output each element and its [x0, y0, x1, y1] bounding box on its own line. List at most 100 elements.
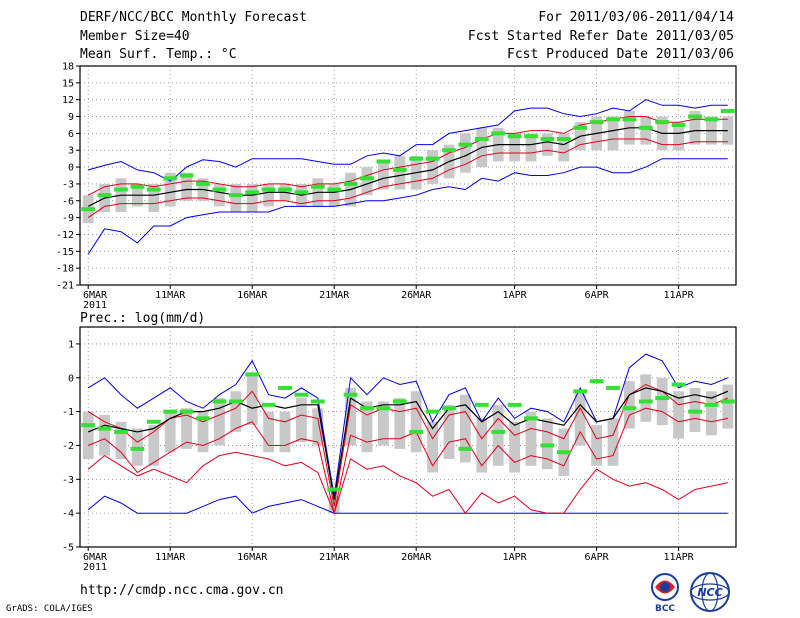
temperature-spread-bar: [213, 183, 225, 207]
precipitation-ytick-label: -1: [62, 407, 74, 418]
precipitation-median-marker: [327, 487, 342, 492]
precipitation-spread-bar: [263, 411, 275, 453]
precipitation-spread-bar: [476, 418, 488, 473]
temperature-median-marker: [97, 193, 112, 198]
temperature-line-min: [87, 158, 728, 255]
precipitation-median-marker: [228, 399, 243, 404]
precipitation-median-marker: [310, 399, 325, 404]
ncc-logo-orbit: [690, 583, 730, 601]
ncc-logo-meridian: [701, 572, 719, 612]
precipitation-median-marker: [392, 399, 407, 404]
temperature-median-marker: [376, 159, 391, 164]
precipitation-xtick-label: 6MAR: [83, 552, 108, 563]
precipitation-line-max: [87, 353, 728, 497]
precipitation-spread-bar: [492, 404, 504, 466]
precipitation-spread-bar: [394, 398, 406, 449]
temperature-xtick-label: 16MAR: [237, 290, 268, 301]
temperature-line-mean_minus_sd: [87, 138, 728, 219]
precipitation-ytick-label: -5: [62, 543, 74, 554]
forecast-period: For 2011/03/06-2011/04/14: [538, 10, 734, 25]
precipitation-spread-bar: [148, 425, 160, 466]
temperature-median-marker: [114, 187, 128, 192]
start-date: Fcst Started Refer Date 2011/03/05: [467, 29, 734, 44]
precipitation-spread-bar: [509, 421, 521, 473]
temperature-median-marker: [212, 187, 227, 192]
precipitation-spread-bar: [164, 411, 176, 453]
precipitation-spread-bar: [525, 411, 537, 466]
temperature-median-marker: [310, 184, 325, 189]
temperature-median-marker: [442, 148, 456, 153]
precipitation-spread-bar: [345, 387, 357, 446]
temperature-line-mean_plus_sd: [87, 116, 728, 196]
temperature-spread-bar: [558, 133, 570, 162]
temperature-median-marker: [130, 184, 145, 189]
temperature-median-marker: [409, 156, 424, 161]
precipitation-xtick-label: 11APR: [664, 552, 695, 563]
temperature-spread-bar: [230, 183, 242, 212]
precipitation-median-marker: [507, 402, 522, 407]
temperature-xtick-label: 2011: [83, 300, 107, 311]
precipitation-spread-bar: [181, 408, 193, 449]
temperature-median-marker: [458, 142, 473, 147]
temperature-xtick-label: 6APR: [585, 290, 610, 301]
precipitation-median-marker: [688, 409, 702, 414]
temperature-xtick-label: 11APR: [664, 290, 695, 301]
precipitation-spread-bar: [640, 374, 652, 422]
temperature-median-marker: [655, 120, 670, 125]
temperature-spread-bar: [509, 133, 521, 162]
ncc-logo: NCC: [690, 572, 730, 612]
temperature-ytick-label: -6: [62, 196, 74, 207]
temperature-spread-bar: [148, 183, 160, 212]
precipitation-median-marker: [261, 402, 276, 407]
temperature-median-marker: [245, 190, 260, 195]
temperature-spread-bar: [164, 172, 176, 207]
precipitation-spread-bar: [82, 411, 94, 459]
precipitation-spread-bar: [673, 391, 685, 439]
precipitation-spread-bar: [213, 398, 225, 446]
temperature-median-marker: [327, 187, 342, 192]
precipitation-spread-bar: [705, 391, 717, 436]
source-url[interactable]: http://cmdp.ncc.cma.gov.cn: [80, 583, 284, 598]
precipitation-median-marker: [638, 399, 653, 404]
temperature-spread-bar: [361, 167, 373, 196]
precipitation-median-marker: [655, 396, 670, 401]
temperature-median-marker: [720, 108, 735, 113]
precipitation-spread-bar: [443, 404, 455, 459]
precipitation-median-marker: [573, 389, 588, 394]
precipitation-spread-bar: [99, 415, 111, 456]
temperature-ytick-label: 12: [62, 95, 74, 106]
temperature-ytick-label: 3: [68, 146, 74, 157]
temperature-median-marker: [704, 117, 719, 122]
precipitation-spread-bar: [115, 421, 127, 459]
precipitation-median-marker: [409, 429, 424, 434]
precipitation-spread-bar: [377, 401, 389, 446]
temperature-spread-bar: [181, 172, 193, 201]
temperature-ytick-label: -18: [56, 264, 74, 275]
temperature-spread-bar: [525, 133, 537, 162]
temperature-spread-bar: [673, 122, 685, 151]
temperature-median-marker: [671, 122, 686, 127]
precipitation-median-marker: [474, 402, 489, 407]
precipitation-median-marker: [245, 372, 260, 377]
temperature-xtick-label: 21MAR: [319, 290, 350, 301]
precipitation-median-marker: [704, 402, 719, 407]
precipitation-xtick-label: 26MAR: [401, 552, 432, 563]
precipitation-spread-bar: [410, 391, 422, 453]
precipitation-median-marker: [179, 409, 194, 414]
precipitation-line-mean_plus_sd: [87, 383, 728, 507]
precipitation-median-marker: [720, 399, 735, 404]
produced-date: Fcst Produced Date 2011/03/06: [507, 47, 734, 62]
precipitation-line-min_sd_lower: [87, 451, 728, 515]
title-line-3: Mean Surf. Temp.: °C: [80, 47, 237, 62]
precipitation-median-marker: [278, 385, 292, 390]
temperature-median-marker: [360, 176, 374, 181]
temperature-ytick-label: 0: [68, 163, 74, 174]
temperature-spread-bar: [246, 183, 258, 212]
temperature-xtick-label: 1APR: [503, 290, 528, 301]
precipitation-median-marker: [589, 379, 604, 384]
temperature-median-marker: [163, 176, 178, 181]
precipitation-median-marker: [622, 406, 637, 411]
temperature-ytick-label: 18: [62, 62, 74, 73]
precipitation-frame: [79, 326, 737, 548]
